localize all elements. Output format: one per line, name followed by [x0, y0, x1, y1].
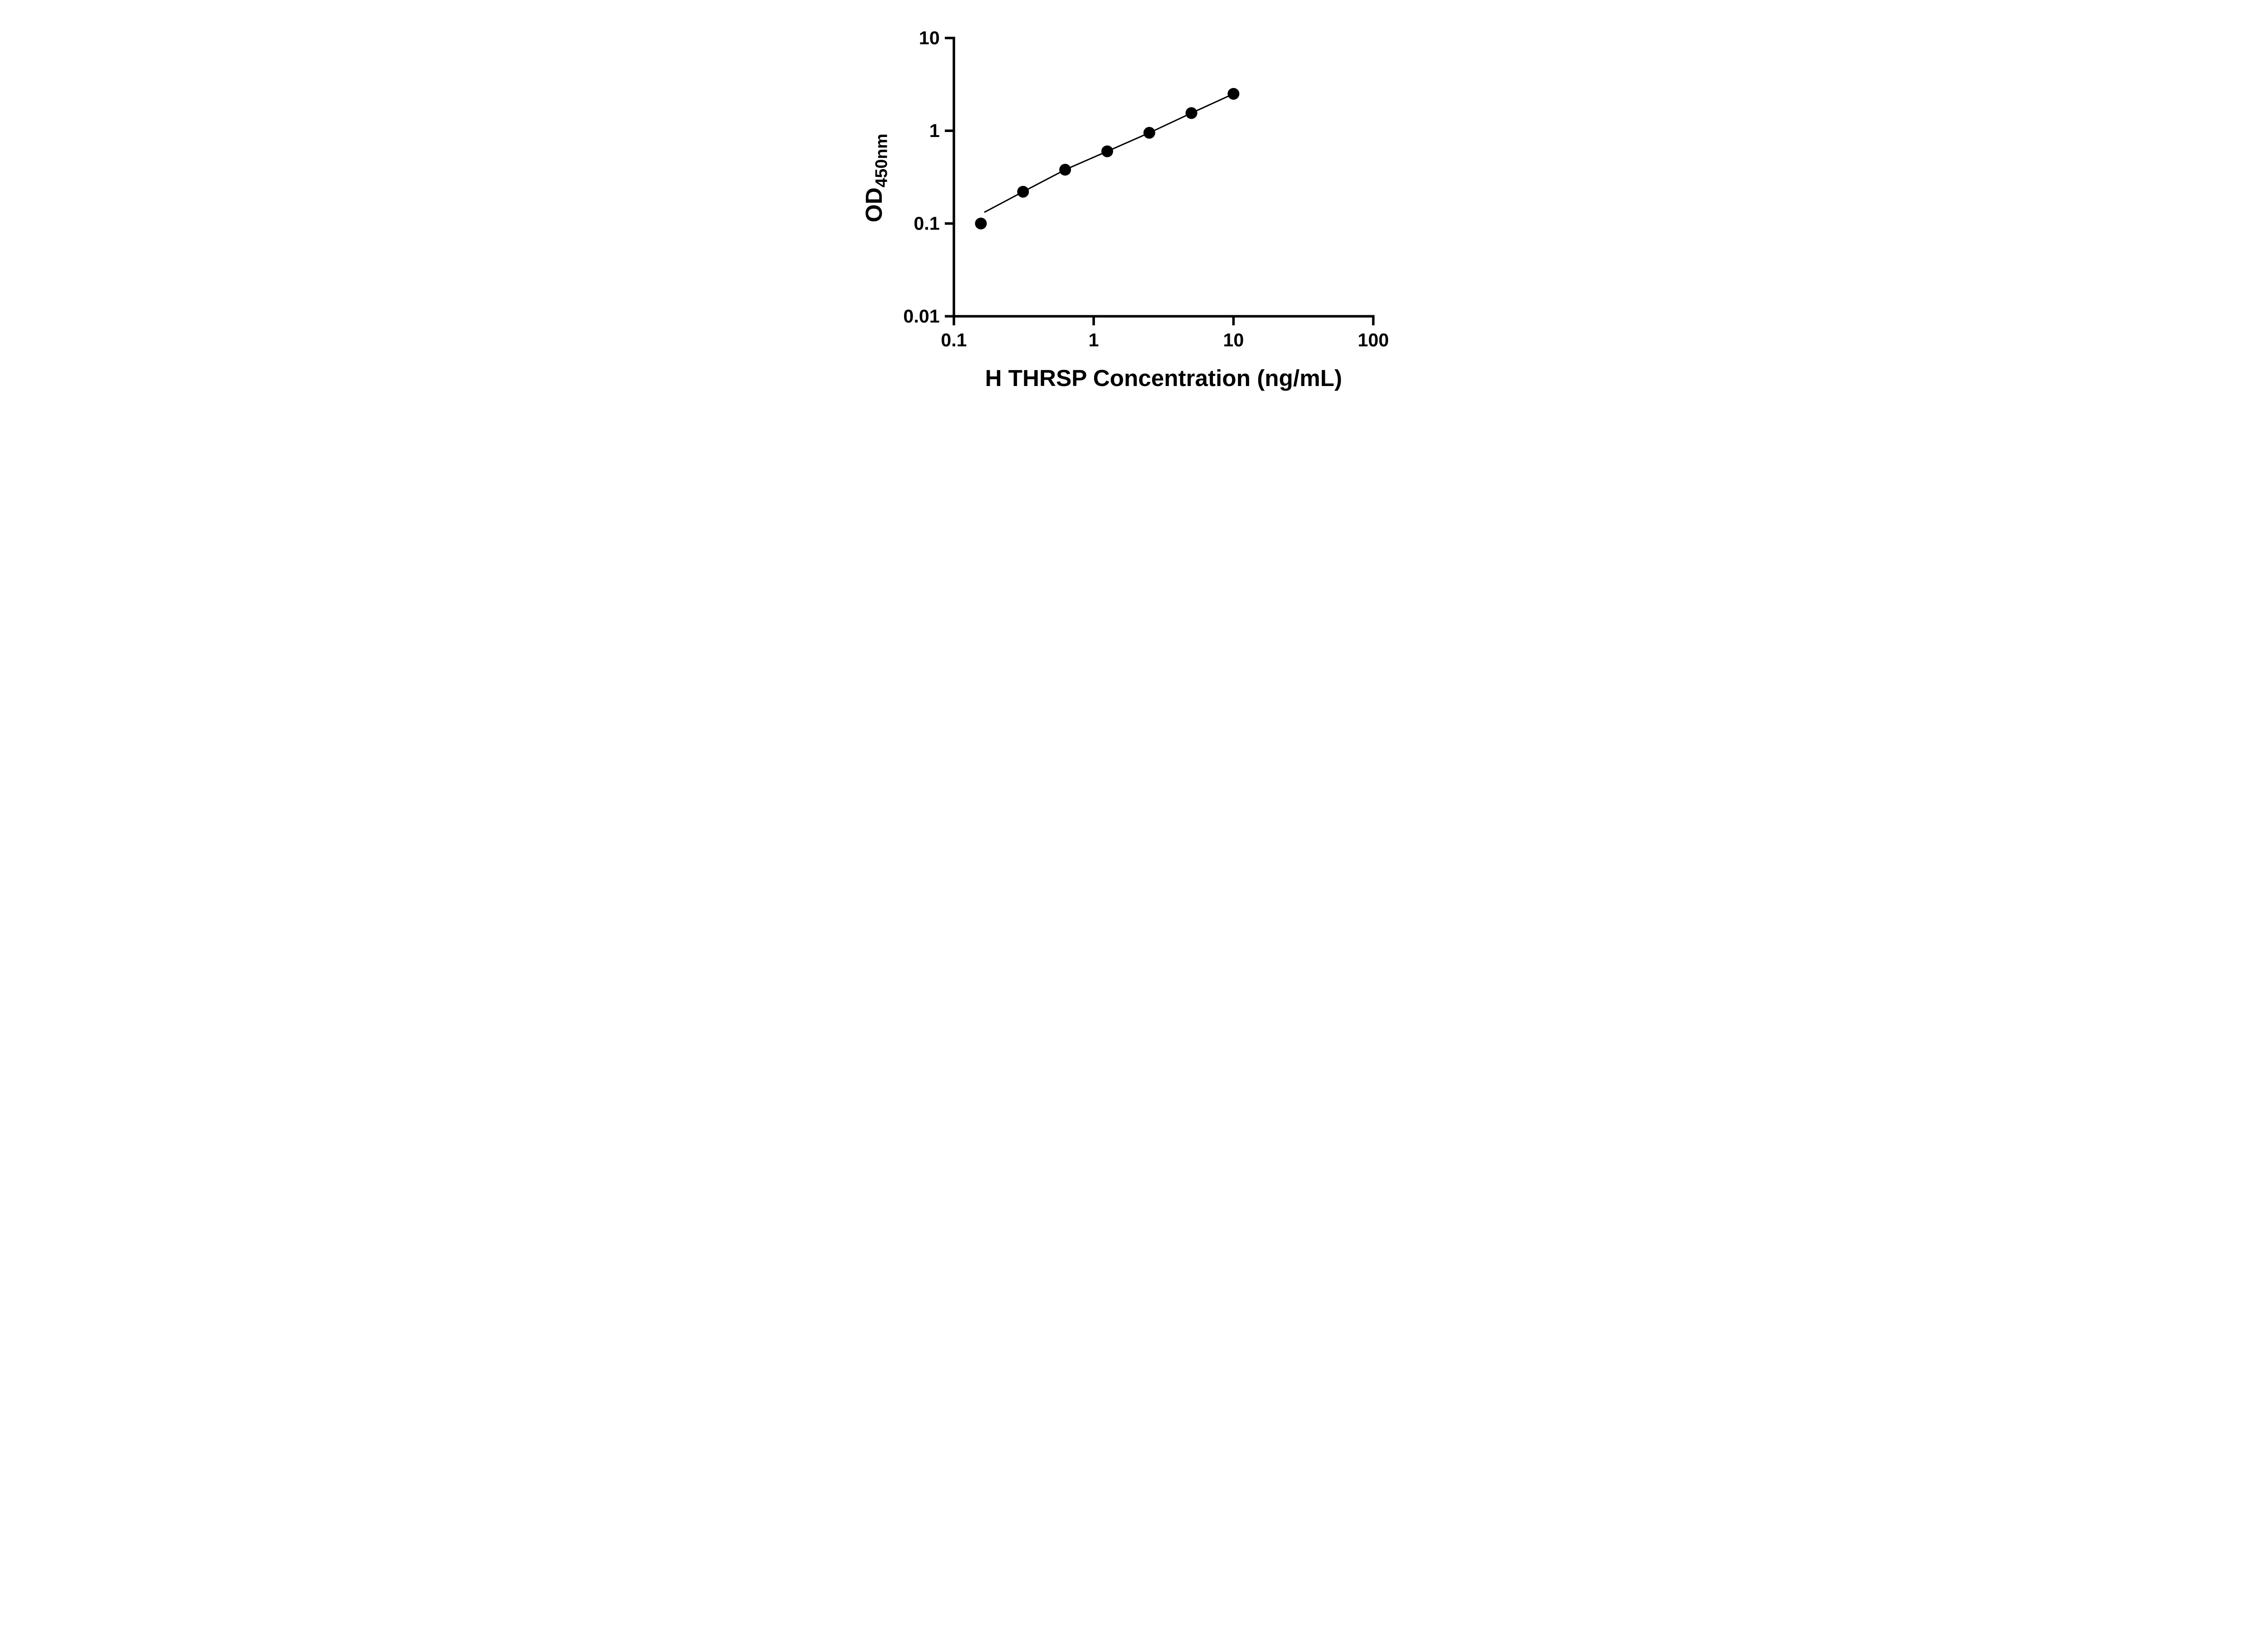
data-point: [1227, 88, 1239, 100]
x-axis-title: H THRSP Concentration (ng/mL): [985, 365, 1342, 391]
data-point: [1059, 164, 1071, 176]
chart-background: [842, 0, 1426, 408]
y-axis-title: OD450nm: [861, 134, 890, 223]
y-tick-label: 0.1: [914, 213, 939, 234]
y-tick-label: 10: [919, 28, 939, 49]
data-point: [974, 217, 987, 230]
x-tick-label: 100: [1358, 329, 1389, 350]
data-point: [1101, 145, 1113, 157]
elisa-standard-curve-chart: 0.1 1 10 100 0.01 0.1 1 10 H THRSP Concentration…: [842, 0, 1426, 408]
x-tick-label: 1: [1088, 329, 1099, 350]
data-point: [1185, 107, 1198, 119]
y-tick-label: 0.01: [903, 306, 939, 327]
x-tick-label: 10: [1223, 329, 1244, 350]
data-point: [1017, 186, 1029, 198]
x-tick-label: 0.1: [941, 329, 967, 350]
data-point: [1143, 127, 1155, 139]
y-tick-label: 1: [929, 120, 939, 141]
